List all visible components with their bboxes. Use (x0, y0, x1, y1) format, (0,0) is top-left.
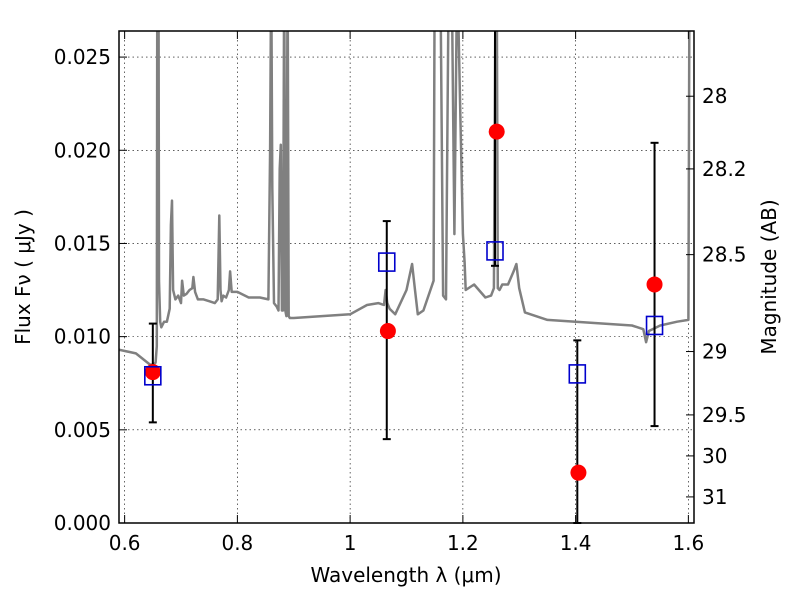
y2-tick-label: 29.5 (702, 403, 747, 427)
x-tick-label: 0.8 (221, 531, 253, 555)
grid-lines (119, 31, 694, 524)
photometry-point-circle (379, 323, 396, 340)
model-point-square (568, 364, 587, 384)
x-tick-label: 1 (344, 531, 357, 555)
photometry-point-circle (570, 464, 587, 481)
photometry-point-circle (144, 364, 161, 381)
x-tick-label: 0.6 (109, 531, 141, 555)
y-tick-label: 0.020 (54, 138, 111, 162)
y-tick-label: 0.010 (54, 325, 111, 349)
y-tick-label: 0.005 (54, 418, 111, 442)
y2-axis-ticks: 28 28.2 28.5 29 29.5 30 31 (686, 84, 747, 509)
x-tick-label: 1.2 (447, 531, 479, 555)
error-bars-layer (148, 31, 659, 524)
plot-frame (118, 30, 695, 524)
y-tick-label: 0.000 (54, 511, 111, 535)
y-tick-label: 0.025 (54, 45, 111, 69)
y2-tick-label: 31 (702, 485, 727, 509)
spectrum-line (119, 31, 691, 366)
model-point-square (144, 365, 162, 386)
y2-tick-label: 28.2 (702, 157, 747, 181)
x-tick-label: 1.4 (560, 531, 592, 555)
markers-layer (144, 123, 664, 481)
y-axis-ticks: 0.000 0.005 0.010 0.015 0.020 0.025 (54, 45, 127, 535)
model-point-square (486, 241, 504, 261)
photometry-point-circle (646, 276, 663, 293)
y2-axis-title: Magnitude (AB) (757, 199, 781, 354)
x-axis-title: Wavelength λ (μm) (310, 563, 501, 587)
y2-tick-label: 30 (702, 444, 727, 468)
x-axis-ticks: 0.6 0.8 1 1.2 1.4 1.6 (109, 31, 704, 555)
model-point-square (645, 315, 664, 336)
y2-tick-label: 29 (702, 340, 727, 364)
y2-tick-label: 28 (702, 84, 727, 108)
spectrum-layer (119, 31, 691, 366)
model-point-square (377, 252, 396, 272)
y-axis-title: Flux Fν ( μJy ) (11, 209, 35, 345)
y2-tick-label: 28.5 (702, 243, 747, 267)
photometry-point-circle (488, 123, 505, 140)
x-tick-label: 1.6 (672, 531, 704, 555)
y-tick-label: 0.015 (54, 231, 111, 255)
